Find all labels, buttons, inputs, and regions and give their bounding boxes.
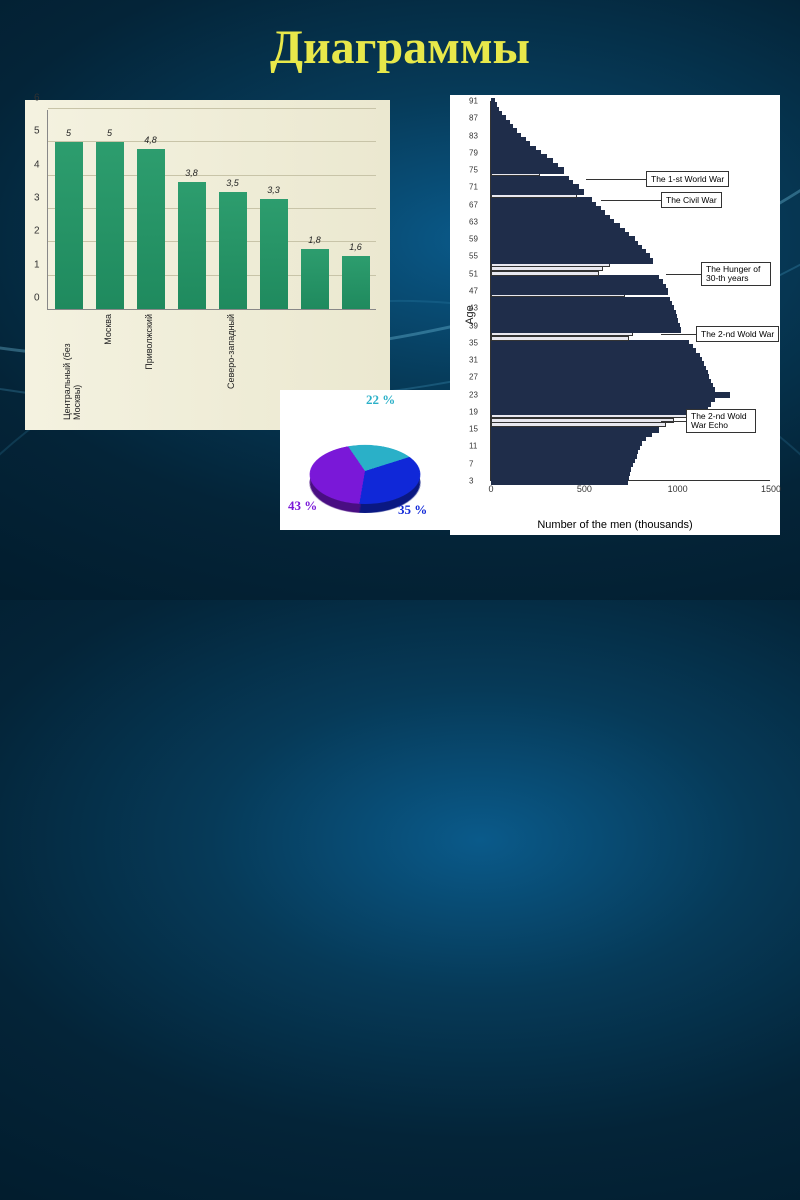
bar-ytick: 1 <box>34 259 40 270</box>
pyramid-bar <box>491 275 659 282</box>
bar-value-label: 3,3 <box>267 185 280 195</box>
pyramid-ytick: 87 <box>469 114 478 123</box>
pyramid-bar <box>491 418 674 423</box>
pyramid-bar <box>491 422 666 427</box>
pyramid-ytick: 19 <box>469 407 478 416</box>
pyramid-ytick: 67 <box>469 200 478 209</box>
pyramid-chart-panel: Age 918783797571676359555147433935312723… <box>450 95 780 535</box>
callout: The Civil War <box>661 192 722 208</box>
bar-ytick: 4 <box>34 159 40 170</box>
pyramid-xtick: 1000 <box>668 484 688 494</box>
pyramid-xtick: 1500 <box>761 484 781 494</box>
pyramid-ytick: 55 <box>469 252 478 261</box>
bar-ytick: 3 <box>34 193 40 204</box>
bar-gridline <box>48 108 376 109</box>
pyramid-ytick: 3 <box>469 477 473 486</box>
pyramid-bar <box>491 271 599 276</box>
pyramid-bar <box>491 426 659 433</box>
bar-chart-plot: 0123456554,83,83,53,31,81,6 <box>47 110 376 310</box>
bar-value-label: 5 <box>107 128 112 138</box>
pyramid-bar <box>491 336 629 341</box>
callout: The 2-nd WoldWar Echo <box>686 409 756 434</box>
callout-leader <box>586 179 646 180</box>
bar-value-label: 5 <box>66 128 71 138</box>
pie-slice-label: 43 % <box>288 498 317 514</box>
pyramid-ytick: 11 <box>469 442 477 451</box>
pie-slice-label: 35 % <box>398 502 427 518</box>
pyramid-ytick: 35 <box>469 338 478 347</box>
bar-value-label: 1,6 <box>349 242 362 252</box>
pyramid-ytick: 63 <box>469 217 478 226</box>
bar: 3,5 <box>219 192 247 309</box>
pyramid-ytick: 7 <box>469 459 473 468</box>
bar-category-label: Москва <box>103 314 115 345</box>
pyramid-ytick: 27 <box>469 373 478 382</box>
pyramid-xtick: 500 <box>577 484 592 494</box>
callout-leader <box>601 200 661 201</box>
pyramid-ytick: 43 <box>469 304 478 313</box>
pyramid-ytick: 83 <box>469 131 478 140</box>
bar-category-label: Северо-западный <box>226 314 238 389</box>
bar-ytick: 0 <box>34 293 40 304</box>
bar-ytick: 5 <box>34 126 40 137</box>
bar-category-label: Приволжский <box>144 314 156 370</box>
bar: 5 <box>55 142 83 309</box>
callout-leader <box>666 274 701 275</box>
pyramid-bar <box>491 340 689 347</box>
pyramid-ytick: 75 <box>469 166 478 175</box>
bar-value-label: 3,5 <box>226 178 239 188</box>
pyramid-xlabel: Number of the men (thousands) <box>537 519 692 531</box>
bar-value-label: 4,8 <box>144 135 157 145</box>
pyramid-bar <box>491 98 495 105</box>
bar: 5 <box>96 142 124 309</box>
callout: The 2-nd Wold War <box>696 326 779 342</box>
pyramid-bar <box>491 297 670 304</box>
pyramid-ytick: 23 <box>469 390 478 399</box>
bar-chart-panel: 0123456554,83,83,53,31,81,6 Центральный … <box>25 100 390 430</box>
bar: 3,8 <box>178 182 206 309</box>
pyramid-plot: 9187837975716763595551474339353127231915… <box>490 101 770 481</box>
bar-value-label: 3,8 <box>185 168 198 178</box>
pyramid-bar <box>491 266 603 271</box>
bar-category-label: Центральный (без Москвы) <box>62 314 74 420</box>
callout-leader <box>661 421 686 422</box>
bar-ytick: 2 <box>34 226 40 237</box>
callout: The 1-st World War <box>646 171 729 187</box>
bar-value-label: 1,8 <box>308 235 321 245</box>
pyramid-ytick: 47 <box>469 287 478 296</box>
pie-chart-panel: 22 % 35 % 43 % <box>280 390 450 530</box>
pyramid-ytick: 51 <box>469 269 478 278</box>
bar: 1,6 <box>342 256 370 309</box>
pyramid-ytick: 79 <box>469 148 478 157</box>
bar: 3,3 <box>260 199 288 309</box>
bar-ytick: 6 <box>34 93 40 104</box>
pie-slice-label: 22 % <box>366 392 395 408</box>
page-title: Диаграммы <box>0 20 800 75</box>
bar: 1,8 <box>301 249 329 309</box>
pyramid-ytick: 71 <box>469 183 478 192</box>
pyramid-bar <box>491 197 592 204</box>
pyramid-ytick: 15 <box>469 425 478 434</box>
pyramid-ytick: 31 <box>469 356 478 365</box>
pyramid-bar <box>491 176 569 183</box>
bar: 4,8 <box>137 149 165 309</box>
pyramid-ytick: 91 <box>469 97 478 106</box>
callout: The Hunger of30-th years <box>701 262 771 287</box>
pyramid-xtick: 0 <box>488 484 493 494</box>
callout-leader <box>661 334 696 335</box>
pyramid-ytick: 39 <box>469 321 478 330</box>
pyramid-ytick: 59 <box>469 235 478 244</box>
